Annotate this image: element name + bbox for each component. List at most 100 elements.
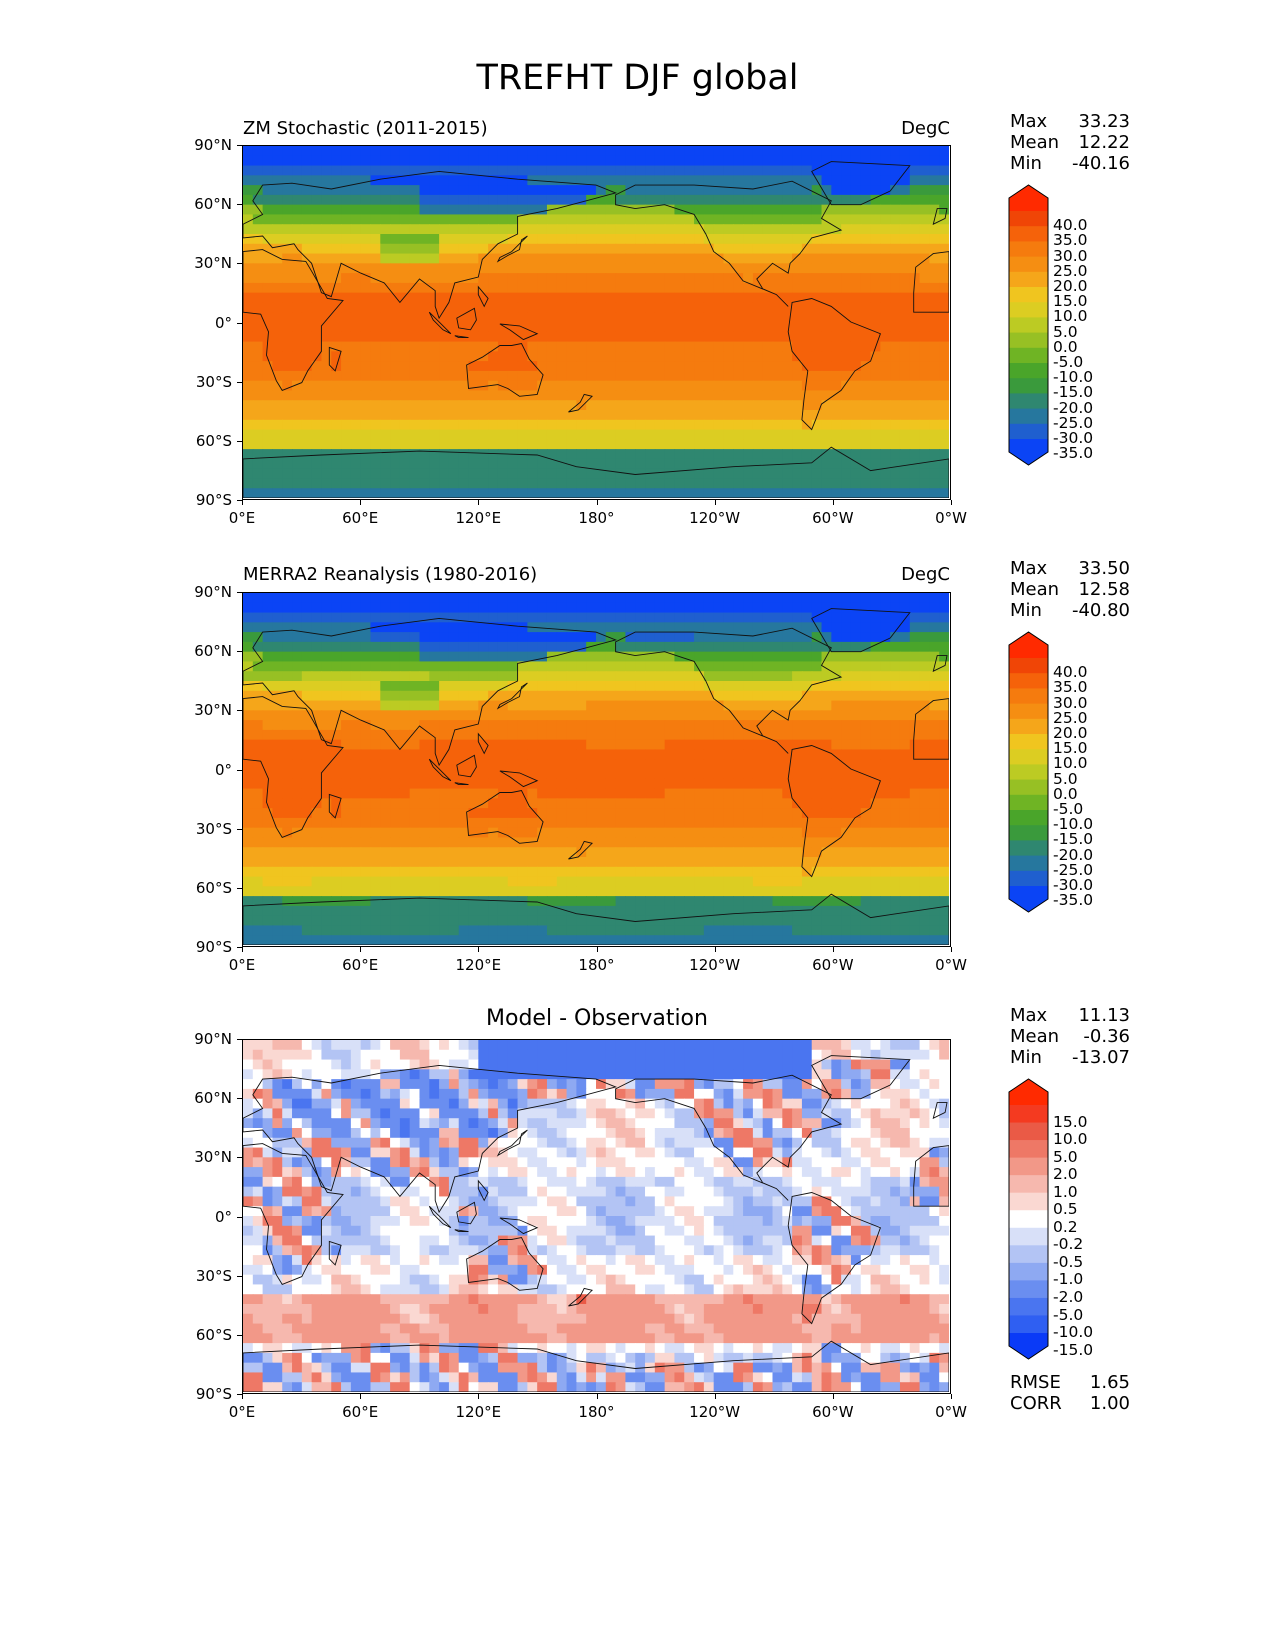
contour-cell [546, 759, 558, 770]
contour-cell [243, 292, 254, 304]
contour-cell [448, 720, 460, 731]
contour-cell [929, 593, 940, 604]
contour-cell [272, 194, 283, 206]
contour-cell [752, 243, 764, 255]
contour-cell [635, 175, 646, 186]
contour-cell [282, 439, 293, 450]
contour-cell [684, 331, 695, 343]
contour-cell [860, 710, 872, 721]
contour-cell [331, 671, 342, 682]
contour-cell [772, 370, 783, 382]
contour-cell [586, 331, 597, 343]
contour-cell [272, 165, 283, 176]
contour-cell [292, 253, 303, 264]
contour-cell [654, 817, 666, 829]
contour-cell [360, 468, 372, 480]
contour-cell [301, 468, 313, 480]
contour-cell [507, 651, 519, 663]
contour-cell [507, 273, 519, 284]
contour-cell [605, 322, 617, 333]
contour-cell [331, 886, 342, 897]
contour-cell [694, 292, 705, 304]
contour-cell [723, 253, 734, 264]
contour-cell [478, 390, 489, 401]
contour-cell [792, 739, 803, 751]
contour-cell [311, 253, 323, 264]
contour-cell [390, 468, 401, 480]
contour-cell [350, 788, 362, 799]
contour-cell [321, 710, 332, 721]
contour-cell [507, 827, 519, 839]
contour-cell [409, 690, 421, 702]
contour-cell [919, 302, 930, 313]
contour-cell [899, 896, 911, 907]
contour-cell [899, 263, 911, 274]
contour-cell [694, 661, 705, 672]
contour-cell [507, 253, 519, 264]
contour-cell [752, 857, 764, 868]
contour-cell [713, 410, 725, 421]
contour-cell [409, 720, 421, 731]
lat-tick-mark [237, 322, 242, 324]
contour-cell [497, 788, 509, 799]
contour-cell [733, 204, 744, 216]
contour-cell [605, 146, 617, 157]
contour-cell [713, 400, 725, 411]
contour-cell [743, 817, 754, 829]
contour-cell [909, 439, 921, 450]
contour-cell [360, 808, 372, 819]
contour-cell [605, 632, 617, 643]
contour-cell [243, 273, 254, 284]
contour-cell [556, 690, 568, 702]
contour-cell [713, 322, 725, 333]
contour-cell [448, 204, 460, 216]
contour-cell [713, 857, 725, 868]
contour-cell [292, 380, 303, 392]
contour-cell [468, 341, 479, 352]
contour-cell [703, 439, 715, 450]
contour-cell [468, 175, 479, 186]
contour-cell [929, 400, 940, 411]
contour-cell [625, 690, 636, 702]
contour-cell [860, 729, 872, 741]
contour-cell [586, 778, 597, 790]
contour-cell [743, 331, 754, 343]
contour-cell [870, 312, 881, 323]
contour-cell [821, 439, 832, 450]
contour-cell [468, 234, 479, 245]
contour-cell [331, 866, 342, 878]
contour-cell [243, 488, 254, 498]
contour-cell [576, 155, 587, 167]
contour-cell [596, 400, 607, 411]
contour-cell [409, 449, 421, 460]
contour-cell [645, 681, 656, 692]
contour-cell [390, 155, 401, 167]
contour-cell [282, 204, 293, 216]
contour-cell [321, 593, 332, 604]
contour-cell [537, 847, 548, 858]
contour-cell [488, 390, 499, 401]
contour-cell [301, 866, 313, 878]
contour-cell [252, 671, 264, 682]
contour-cell [782, 282, 793, 294]
contour-cell [801, 612, 813, 623]
contour-cell [674, 429, 685, 440]
contour-cell [282, 400, 293, 411]
contour-cell [341, 331, 352, 343]
contour-cell [458, 419, 470, 431]
colorbar-swatch [1009, 256, 1048, 273]
contour-cell [507, 488, 519, 498]
contour-cell [782, 690, 793, 702]
contour-cell [380, 234, 391, 245]
contour-cell [586, 322, 597, 333]
contour-cell [458, 749, 470, 760]
contour-cell [694, 622, 705, 633]
contour-cell [370, 282, 381, 294]
contour-cell [497, 808, 509, 819]
contour-cell [899, 769, 911, 780]
contour-cell [782, 302, 793, 313]
contour-cell [586, 661, 597, 672]
contour-cell [890, 593, 901, 604]
contour-cell [645, 478, 656, 489]
contour-cell [350, 253, 362, 264]
